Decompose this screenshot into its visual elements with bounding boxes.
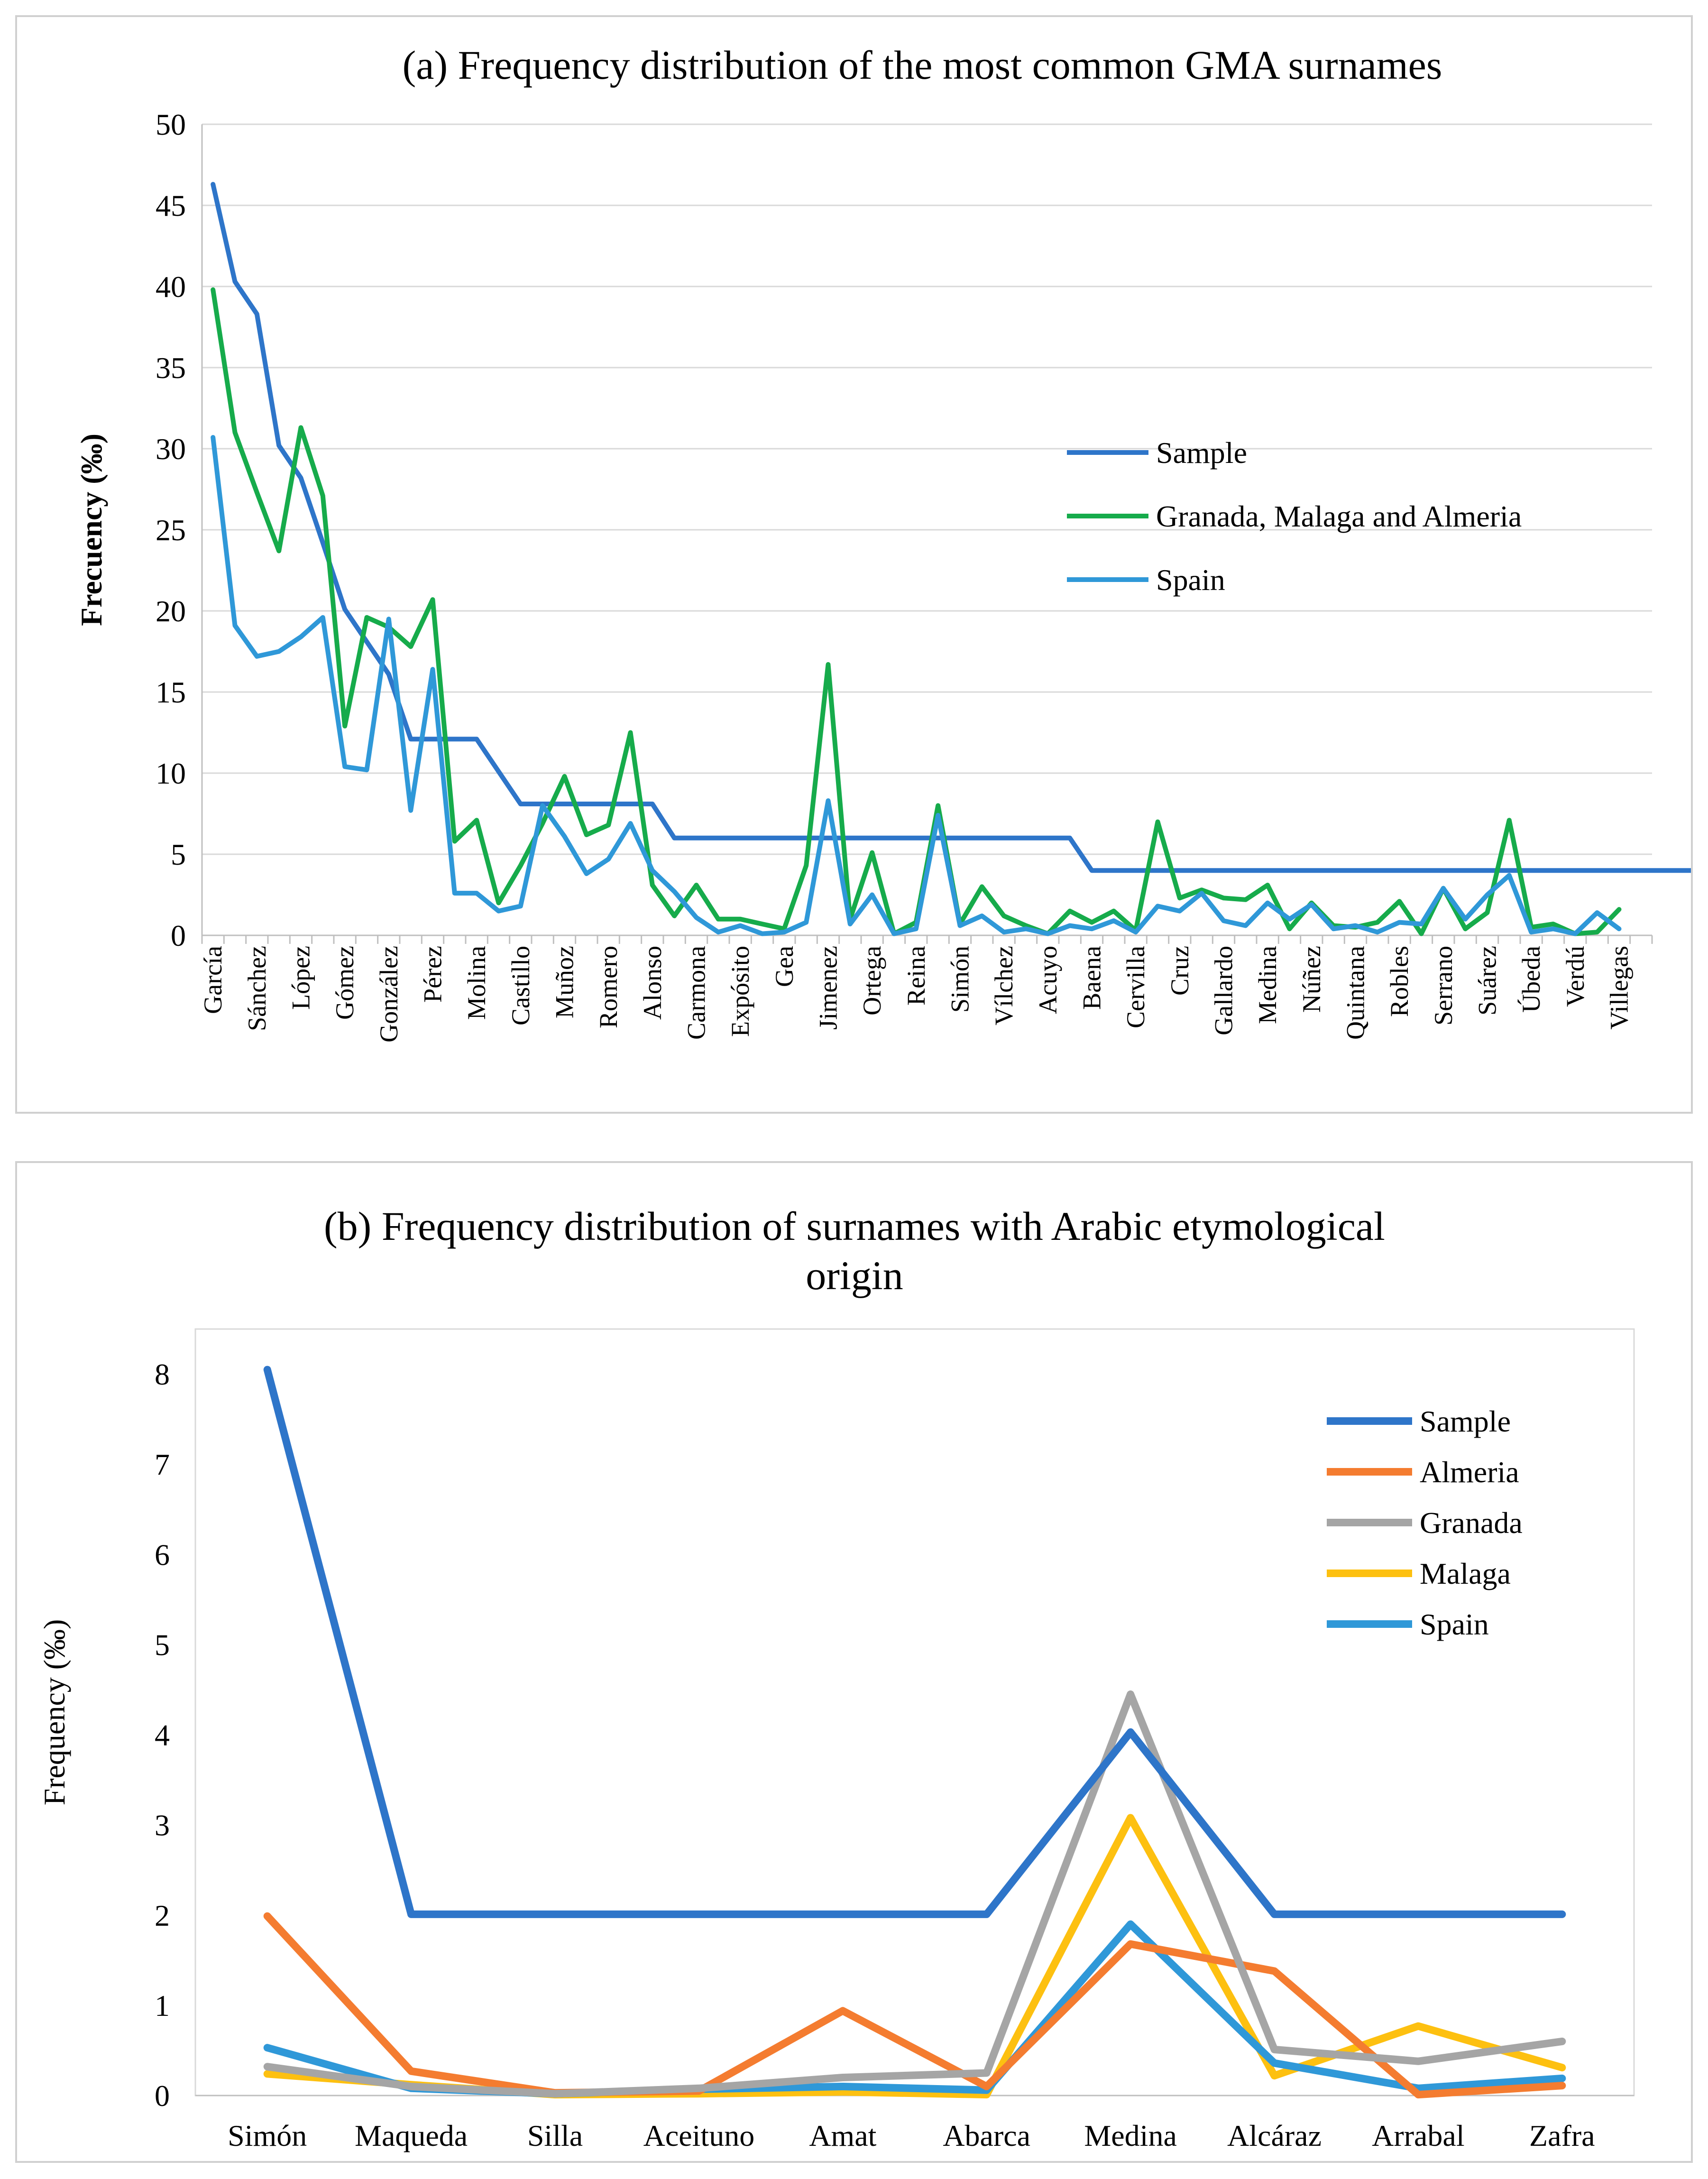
legend-label-malaga: Malaga — [1420, 1557, 1511, 1590]
y-tick-label: 5 — [171, 838, 186, 871]
x-tick-label: Alonso — [638, 946, 667, 1020]
x-tick-label: Expósito — [726, 946, 754, 1037]
x-tick-label: Sánchez — [243, 946, 271, 1031]
x-tick-label: Gea — [770, 946, 799, 987]
x-tick-label: Arrabal — [1372, 2119, 1464, 2152]
x-tick-label: Núñez — [1297, 946, 1326, 1013]
y-tick-label: 3 — [155, 1809, 170, 1842]
x-tick-label: Simón — [228, 2119, 307, 2152]
legend-label-sample: Sample — [1156, 436, 1247, 470]
chart-title: (a) Frequency distribution of the most c… — [403, 42, 1442, 88]
series-line-sample — [263, 1366, 1566, 1918]
legend-label-granada: Granada — [1420, 1506, 1523, 1540]
y-tick-label: 50 — [156, 108, 186, 141]
legend-label-sample: Sample — [1420, 1404, 1511, 1438]
x-tick-label: Romero — [594, 946, 623, 1028]
y-tick-label: 4 — [155, 1718, 170, 1752]
x-tick-label: Villegas — [1605, 946, 1634, 1030]
series-line-almeria — [263, 1912, 1566, 2099]
x-tick-label: Molina — [462, 946, 491, 1020]
y-tick-label: 1 — [155, 1989, 170, 2022]
y-tick-label: 35 — [156, 351, 186, 385]
x-tick-label: Ortega — [858, 946, 886, 1016]
x-tick-label: Suárez — [1473, 946, 1502, 1016]
x-tick-label: Aceituno — [643, 2119, 755, 2152]
x-tick-label: Carmona — [682, 946, 711, 1040]
x-tick-label: Maqueda — [355, 2119, 468, 2152]
y-tick-label: 7 — [155, 1448, 170, 1481]
x-tick-label: Amat — [809, 2119, 876, 2152]
y-tick-label: 10 — [156, 757, 186, 790]
x-tick-label: García — [199, 946, 227, 1014]
y-tick-label: 5 — [155, 1628, 170, 1662]
y-tick-label: 20 — [156, 594, 186, 628]
series-line-spain — [263, 1920, 1566, 2098]
x-tick-label: Castillo — [506, 946, 535, 1025]
chart-panel-b: (b) Frequency distribution of surnames w… — [15, 1161, 1693, 2163]
y-tick-label: 6 — [155, 1538, 170, 1571]
y-tick-label: 40 — [156, 270, 186, 304]
y-tick-label: 2 — [155, 1899, 170, 1932]
y-axis-label: Frequency (‰) — [37, 1619, 71, 1806]
x-tick-label: Reina — [902, 946, 930, 1006]
x-tick-label: Serrano — [1429, 946, 1458, 1025]
x-tick-label: Muñoz — [551, 946, 579, 1018]
x-tick-label: Acuyo — [1034, 946, 1062, 1014]
x-tick-label: Vílchez — [990, 946, 1018, 1025]
x-tick-label: Silla — [527, 2119, 583, 2152]
x-tick-label: Quintana — [1341, 946, 1370, 1040]
x-tick-label: Úbeda — [1517, 946, 1545, 1013]
x-tick-label: Baena — [1078, 946, 1106, 1010]
y-tick-label: 30 — [156, 432, 186, 466]
series-line-sample — [211, 182, 1708, 873]
x-tick-label: López — [287, 946, 315, 1010]
legend-label-almeria: Almeria — [1420, 1455, 1519, 1489]
series-line-spain — [211, 435, 1622, 936]
x-tick-label: González — [375, 946, 403, 1043]
x-tick-label: Simón — [946, 946, 974, 1013]
x-tick-label: Gallardo — [1210, 946, 1238, 1035]
chart-b-svg: (b) Frequency distribution of surnames w… — [37, 1203, 1635, 2152]
y-tick-label: 0 — [155, 2079, 170, 2113]
x-tick-label: Cruz — [1166, 946, 1194, 996]
x-tick-label: Cervilla — [1121, 946, 1150, 1028]
x-tick-label: Jimenez — [814, 946, 843, 1030]
x-tick-label: Pérez — [419, 946, 447, 1003]
y-axis-label: Frecuency (‰) — [74, 434, 108, 626]
series-line-granada — [263, 1690, 1566, 2098]
x-tick-label: Abarca — [943, 2119, 1030, 2152]
x-tick-label: Medina — [1253, 946, 1282, 1024]
chart-a-svg: (a) Frequency distribution of the most c… — [74, 42, 1708, 1043]
x-tick-label: Robles — [1385, 946, 1414, 1017]
plot-area-frame — [194, 1328, 1635, 2096]
legend-label-granada-malaga-and-almeria: Granada, Malaga and Almeria — [1156, 499, 1522, 533]
chart-panel-a: (a) Frequency distribution of the most c… — [15, 15, 1708, 1114]
legend-label-spain: Spain — [1420, 1607, 1489, 1641]
x-tick-label: Medina — [1084, 2119, 1177, 2152]
y-tick-label: 0 — [171, 919, 186, 952]
y-tick-label: 15 — [156, 675, 186, 709]
x-tick-label: Zafra — [1529, 2119, 1595, 2152]
chart-title-line: origin — [806, 1253, 903, 1298]
x-tick-label: Verdú — [1561, 946, 1589, 1007]
y-tick-label: 45 — [156, 189, 186, 222]
x-tick-label: Alcáraz — [1227, 2119, 1322, 2152]
chart-title-line: (b) Frequency distribution of surnames w… — [324, 1203, 1385, 1249]
legend-label-spain: Spain — [1156, 563, 1225, 597]
x-tick-label: Gómez — [331, 946, 359, 1020]
y-tick-label: 25 — [156, 513, 186, 547]
y-tick-label: 8 — [155, 1357, 170, 1391]
